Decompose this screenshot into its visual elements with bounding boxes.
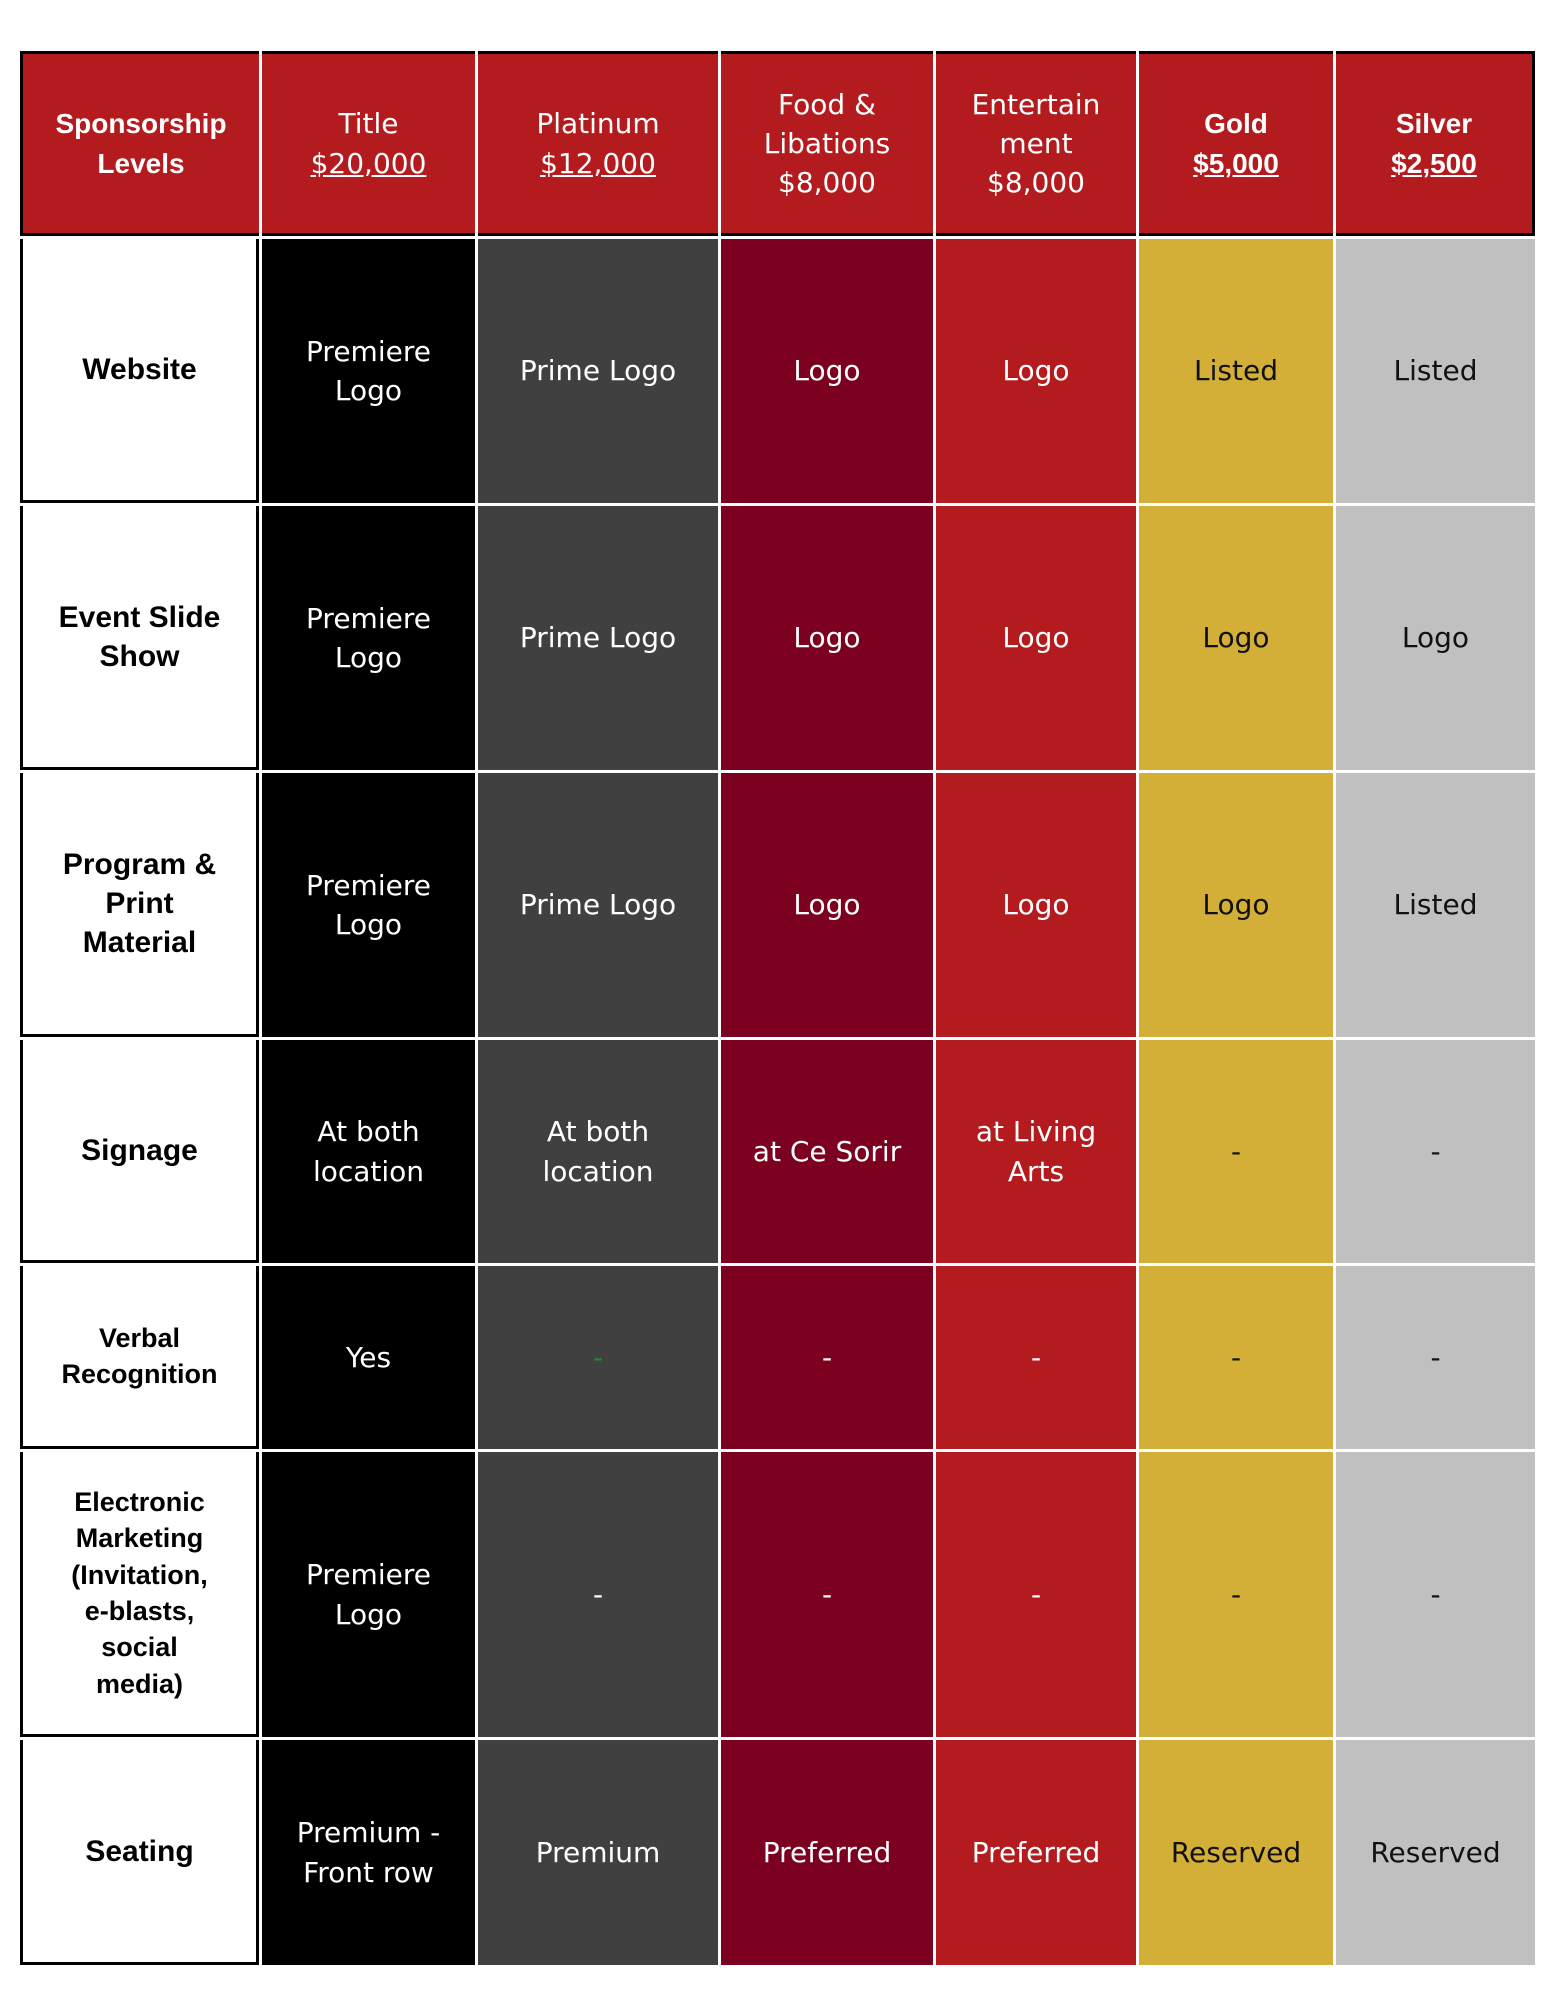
header-entertainment-name: Entertain ment xyxy=(971,87,1101,160)
row-label-event-slide-show: Event Slide Show xyxy=(20,506,259,770)
header-platinum: Platinum $12,000 xyxy=(478,51,718,236)
row-label-electronic-marketing: Electronic Marketing (Invitation, e-blas… xyxy=(20,1452,259,1737)
cell-gold: - xyxy=(1139,1040,1333,1263)
cell-title: Premiere Logo xyxy=(262,239,475,503)
cell-platinum: Prime Logo xyxy=(478,773,718,1037)
cell-food: Logo xyxy=(721,773,933,1037)
row-label-verbal-recognition: Verbal Recognition xyxy=(20,1266,259,1449)
header-food-price: $8,000 xyxy=(778,166,876,200)
cell-gold: Logo xyxy=(1139,506,1333,770)
cell-platinum: Premium xyxy=(478,1740,718,1965)
cell-silver: Listed xyxy=(1336,773,1535,1037)
cell-platinum: At both location xyxy=(478,1040,718,1263)
cell-entertainment: Preferred xyxy=(936,1740,1136,1965)
cell-silver: - xyxy=(1336,1040,1535,1263)
cell-platinum: Prime Logo xyxy=(478,506,718,770)
header-food: Food & Libations $8,000 xyxy=(721,51,933,236)
cell-entertainment: Logo xyxy=(936,506,1136,770)
cell-entertainment: - xyxy=(936,1452,1136,1737)
cell-silver: Logo xyxy=(1336,506,1535,770)
cell-food: at Ce Sorir xyxy=(721,1040,933,1263)
header-platinum-name: Platinum xyxy=(536,107,660,141)
header-silver-price: $2,500 xyxy=(1391,147,1477,179)
row-label-program-print: Program & Print Material xyxy=(20,773,259,1037)
cell-title: Premiere Logo xyxy=(262,506,475,770)
header-corner: Sponsorship Levels xyxy=(20,51,259,236)
cell-food: - xyxy=(721,1266,933,1449)
cell-silver: Reserved xyxy=(1336,1740,1535,1965)
cell-entertainment: - xyxy=(936,1266,1136,1449)
cell-gold: Logo xyxy=(1139,773,1333,1037)
row-label-seating: Seating xyxy=(20,1740,259,1965)
sponsorship-table: Sponsorship Levels Title $20,000 Platinum… xyxy=(20,51,1535,1965)
header-silver-name: Silver xyxy=(1395,108,1473,140)
header-gold: Gold $5,000 xyxy=(1139,51,1333,236)
cell-food: - xyxy=(721,1452,933,1737)
header-entertainment-price: $8,000 xyxy=(987,166,1085,200)
header-title-name: Title xyxy=(338,107,399,141)
cell-title: At both location xyxy=(262,1040,475,1263)
cell-platinum: - xyxy=(478,1266,718,1449)
cell-title: Yes xyxy=(262,1266,475,1449)
row-label-website: Website xyxy=(20,239,259,503)
cell-food: Logo xyxy=(721,239,933,503)
cell-title: Premiere Logo xyxy=(262,1452,475,1737)
cell-silver: - xyxy=(1336,1266,1535,1449)
cell-gold: Listed xyxy=(1139,239,1333,503)
cell-title: Premiere Logo xyxy=(262,773,475,1037)
cell-gold: - xyxy=(1139,1266,1333,1449)
cell-entertainment: at Living Arts xyxy=(936,1040,1136,1263)
header-title: Title $20,000 xyxy=(262,51,475,236)
cell-food: Logo xyxy=(721,506,933,770)
cell-silver: Listed xyxy=(1336,239,1535,503)
header-gold-price: $5,000 xyxy=(1193,147,1279,179)
row-label-signage: Signage xyxy=(20,1040,259,1263)
cell-entertainment: Logo xyxy=(936,239,1136,503)
cell-platinum: Prime Logo xyxy=(478,239,718,503)
header-silver: Silver $2,500 xyxy=(1336,51,1535,236)
header-platinum-price: $12,000 xyxy=(540,146,656,180)
header-gold-name: Gold xyxy=(1204,108,1268,140)
header-title-price: $20,000 xyxy=(310,146,427,180)
cell-entertainment: Logo xyxy=(936,773,1136,1037)
header-food-name: Food & Libations xyxy=(763,87,891,160)
cell-food: Preferred xyxy=(721,1740,933,1965)
cell-silver: - xyxy=(1336,1452,1535,1737)
cell-platinum: - xyxy=(478,1452,718,1737)
cell-gold: - xyxy=(1139,1452,1333,1737)
header-entertainment: Entertain ment $8,000 xyxy=(936,51,1136,236)
cell-gold: Reserved xyxy=(1139,1740,1333,1965)
cell-title: Premium - Front row xyxy=(262,1740,475,1965)
